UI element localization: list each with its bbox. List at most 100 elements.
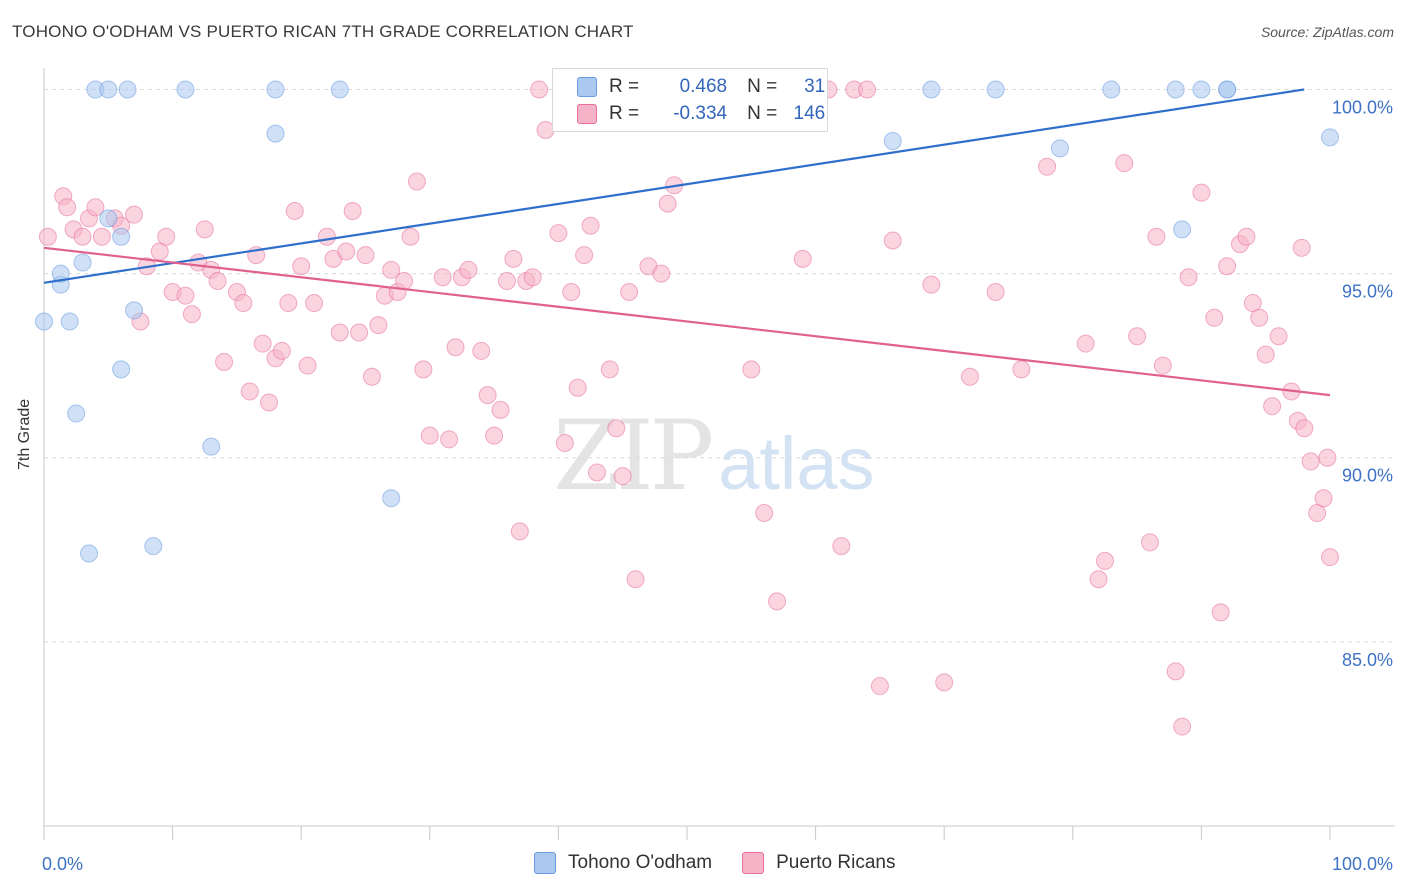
tohono-point [99, 209, 118, 228]
puerto-rican-point [240, 382, 259, 401]
puerto-rican-point [1250, 308, 1269, 327]
tohono-point [922, 80, 941, 99]
puerto-rican-point [652, 264, 671, 283]
puerto-rican-point [38, 227, 57, 246]
puerto-rican-point [86, 198, 105, 217]
tohono-point [330, 80, 349, 99]
puerto-rican-point [234, 294, 253, 313]
puerto-rican-point [401, 227, 420, 246]
zipatlas-watermark: ZIP atlas [553, 400, 875, 512]
puerto-rican-point [73, 227, 92, 246]
puerto-rican-point [1192, 183, 1211, 202]
legend-label-tohono: Tohono O'odham [568, 852, 713, 873]
puerto-rican-point [922, 275, 941, 294]
puerto-rican-point [298, 356, 317, 375]
tohono-point [144, 537, 163, 556]
stats-legend: R = 0.468 N = 31 R = -0.334 N = 146 [552, 68, 828, 132]
legend-swatch-puerto-rican [742, 852, 765, 874]
puerto-rican-point [182, 305, 201, 324]
legend-n-label: N = [747, 76, 778, 97]
puerto-rican-point [491, 400, 510, 419]
puerto-rican-trend-line [43, 246, 1331, 397]
puerto-rican-point [613, 467, 632, 486]
puerto-rican-point [285, 201, 304, 220]
puerto-rican-point [350, 323, 369, 342]
y-tick-label: 90.0% [1342, 466, 1393, 486]
puerto-rican-point [1301, 452, 1320, 471]
puerto-rican-point [1318, 448, 1337, 467]
puerto-rican-point [337, 242, 356, 261]
watermark-atlas: atlas [718, 422, 875, 505]
puerto-rican-point [1263, 397, 1282, 416]
legend-swatch-puerto-rican [577, 104, 597, 124]
puerto-rican-point [420, 426, 439, 445]
chart-title: TOHONO O'ODHAM VS PUERTO RICAN 7TH GRADE… [12, 22, 634, 41]
puerto-rican-point [986, 283, 1005, 302]
puerto-rican-point [883, 231, 902, 250]
tohono-point [99, 80, 118, 99]
series-legend: Tohono O'odham Puerto Ricans [534, 852, 925, 874]
puerto-rican-point [960, 367, 979, 386]
tohono-trend-line [43, 88, 1305, 284]
puerto-rican-point [1140, 533, 1159, 552]
tohono-point [382, 489, 401, 508]
puerto-rican-point [832, 537, 851, 556]
puerto-rican-point [1218, 257, 1237, 276]
puerto-rican-point [1269, 327, 1288, 346]
legend-n-label: N = [747, 103, 778, 124]
tohono-point [1321, 128, 1339, 147]
puerto-rican-point [600, 360, 619, 379]
tohono-point [202, 437, 221, 456]
puerto-rican-point [395, 271, 414, 290]
y-tick-label: 95.0% [1342, 282, 1393, 302]
tohono-point [35, 312, 53, 331]
puerto-rican-point [369, 316, 388, 335]
x-tick-label: 0.0% [42, 854, 83, 874]
tohono-point [1218, 80, 1237, 99]
puerto-rican-point [478, 386, 497, 405]
tohono-point [80, 544, 99, 563]
legend-row-tohono: R = 0.468 N = 31 [577, 74, 825, 100]
legend-label-puerto-rican: Puerto Ricans [776, 852, 896, 873]
watermark-zip: ZIP [553, 400, 714, 512]
puerto-rican-point [305, 294, 324, 313]
puerto-rican-point [1237, 227, 1256, 246]
puerto-rican-point [1128, 327, 1147, 346]
tohono-point [1050, 139, 1069, 158]
puerto-rican-point [253, 334, 272, 353]
puerto-rican-point [870, 677, 889, 696]
puerto-rican-point [562, 283, 581, 302]
puerto-rican-point [279, 294, 298, 313]
puerto-rican-point [440, 430, 459, 449]
tohono-point [67, 404, 86, 423]
puerto-rican-point [176, 286, 195, 305]
puerto-rican-point [272, 341, 291, 360]
tohono-point [176, 80, 195, 99]
puerto-rican-point [568, 378, 587, 397]
puerto-rican-point [195, 220, 214, 239]
puerto-rican-point [1314, 489, 1333, 508]
legend-row-puerto-rican: R = -0.334 N = 146 [577, 101, 825, 127]
legend-item-tohono: Tohono O'odham [534, 852, 712, 874]
tohono-point [1173, 220, 1192, 239]
y-axis-label: 7th Grade [16, 398, 33, 470]
tohono-point [266, 80, 285, 99]
puerto-rican-point [260, 393, 279, 412]
puerto-rican-point [658, 194, 677, 213]
puerto-rican-point [407, 172, 426, 191]
puerto-rican-point [607, 419, 626, 438]
puerto-rican-point [523, 268, 542, 287]
tohono-point [51, 264, 70, 283]
puerto-rican-point [620, 283, 639, 302]
puerto-rican-point [414, 360, 433, 379]
puerto-rican-point [1038, 157, 1057, 176]
puerto-rican-point [1211, 603, 1230, 622]
puerto-rican-point [581, 216, 600, 235]
tohono-point [1166, 80, 1185, 99]
puerto-rican-point [157, 227, 176, 246]
puerto-rican-point [626, 570, 645, 589]
puerto-rican-point [292, 257, 311, 276]
puerto-rican-point [215, 352, 234, 371]
puerto-rican-point [208, 271, 227, 290]
puerto-rican-point [1173, 717, 1192, 736]
